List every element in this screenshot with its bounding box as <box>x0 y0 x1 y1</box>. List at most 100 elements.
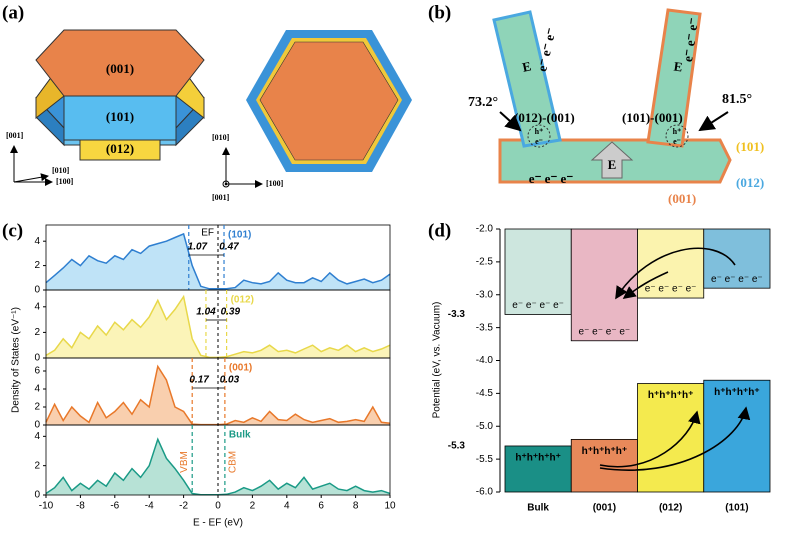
electrons: e⁻ e⁻ e⁻ <box>534 26 559 73</box>
y-axis-label: Density of States (eV⁻¹) <box>11 307 22 413</box>
facet-label: (012) <box>106 141 134 156</box>
conduction-band <box>504 228 572 315</box>
dos-fill <box>46 233 390 290</box>
transfer-arrows <box>599 247 751 471</box>
y-tick-label: 6 <box>34 366 40 377</box>
holes: h⁺h⁺h⁺h⁺ <box>714 387 760 398</box>
axis-arrows <box>10 145 53 186</box>
electrons: e⁻ e⁻ e⁻ e⁻ <box>711 274 763 285</box>
gap-label: 0.47 <box>219 242 239 253</box>
holes: h⁺h⁺h⁺h⁺ <box>648 390 694 401</box>
axis-label: [001] <box>212 193 230 202</box>
y-tick-label: -3.5 <box>476 322 494 333</box>
electrons: e⁻ e⁻ e⁻ e⁻ <box>645 284 697 295</box>
field-label: E <box>608 157 617 172</box>
annotation: VBM <box>179 451 190 473</box>
electrons: e⁻ e⁻ e⁻ e⁻ <box>512 300 564 311</box>
angle-label: 81.5° <box>722 92 752 107</box>
x-tick-label: 10 <box>384 501 396 512</box>
axis-label: [100] <box>266 179 284 188</box>
axis-label: [010] <box>52 166 70 175</box>
y-tick-label: -4.0 <box>476 355 494 366</box>
y-tick-label: 0 <box>34 285 40 296</box>
annotation: CBM <box>228 451 239 473</box>
axis-label: [010] <box>212 133 230 142</box>
gap-label: 0.39 <box>221 307 241 318</box>
y-tick-label: 4 <box>34 431 40 442</box>
x-tick-label: (001) <box>593 503 616 514</box>
x-tick-label: (101) <box>725 503 748 514</box>
pointer <box>499 111 522 132</box>
fermi-label: EF <box>201 228 214 239</box>
series-label: (101) <box>228 230 251 241</box>
y-tick-label: -5.5 <box>476 454 494 465</box>
crystal-top-view <box>246 30 412 172</box>
x-tick-label: -8 <box>76 501 85 512</box>
series-label: (001) <box>229 363 252 374</box>
electrons: e⁻ e⁻ e⁻ <box>529 171 574 186</box>
gap-label: 0.17 <box>189 375 209 386</box>
y-tick-label: -6.0 <box>476 487 494 498</box>
dos-fill <box>46 296 390 358</box>
axis-arrows <box>222 147 263 188</box>
dos-fill <box>46 366 390 425</box>
panel-label: (a) <box>2 2 24 23</box>
holes: h⁺h⁺h⁺h⁺ <box>582 446 628 457</box>
y-tick-label: 0 <box>34 353 40 364</box>
y-tick-label: 2 <box>34 460 40 471</box>
series-label: Bulk <box>229 430 251 441</box>
conduction-band <box>637 228 705 299</box>
y-tick-label: 4 <box>34 384 40 395</box>
angle-label: 73.2° <box>468 95 498 110</box>
y-tick-label: 4 <box>34 236 40 247</box>
gap-label: 1.04 <box>196 307 216 318</box>
electrons: e⁻ e⁻ e⁻ <box>680 17 701 63</box>
y-tick-label: -5.0 <box>476 421 494 432</box>
field-label: E <box>521 58 533 74</box>
level-label: -3.3 <box>448 309 466 320</box>
facet-label: (001) <box>668 191 696 206</box>
facet-label: (101) <box>106 109 134 124</box>
electron: e⁻ <box>673 137 681 146</box>
y-tick-label: -4.5 <box>476 388 494 399</box>
y-tick-label: 0 <box>34 490 40 501</box>
x-tick-label: 4 <box>284 501 290 512</box>
y-tick-label: -2.5 <box>476 257 494 268</box>
dos-fill <box>46 439 390 495</box>
x-tick-label: Bulk <box>527 503 549 514</box>
x-tick-label: -10 <box>39 501 54 512</box>
x-tick-label: 6 <box>318 501 324 512</box>
panel-label: (c) <box>2 220 23 241</box>
y-tick-label: 0 <box>34 420 40 431</box>
y-tick-label: 2 <box>34 402 40 413</box>
y-axis-label: Potential (eV, vs. Vacuum) <box>432 302 443 419</box>
y-tick-label: 4 <box>34 301 40 312</box>
facet-label: (101) <box>736 139 764 154</box>
electron: e⁻ <box>535 137 543 146</box>
level-label: -5.3 <box>448 441 466 452</box>
hole: h⁺ <box>535 127 544 136</box>
interface-circle <box>665 124 689 148</box>
x-tick-label: 0 <box>215 501 221 512</box>
series-label: (012) <box>231 295 254 306</box>
x-tick-label: 8 <box>353 501 359 512</box>
axis-label: [001] <box>6 131 24 140</box>
interface-label: (101)-(001) <box>622 110 683 125</box>
pointer <box>698 111 729 132</box>
interface-label: (012)-(001) <box>514 110 575 125</box>
facet-label: (001) <box>106 61 134 76</box>
crystal-prism <box>35 29 205 161</box>
axis-label: [100] <box>56 177 74 186</box>
panel-label: (d) <box>428 220 451 241</box>
interface-circle <box>527 124 551 148</box>
hole: h⁺ <box>673 127 682 136</box>
panel-label: (b) <box>428 2 451 23</box>
field-arrows <box>590 141 634 179</box>
x-tick-label: -2 <box>179 501 188 512</box>
gap-label: 0.03 <box>220 375 240 386</box>
x-tick-label: (012) <box>659 503 682 514</box>
valence-band <box>504 445 572 493</box>
dos-line <box>45 232 391 290</box>
field-label: E <box>673 58 684 74</box>
